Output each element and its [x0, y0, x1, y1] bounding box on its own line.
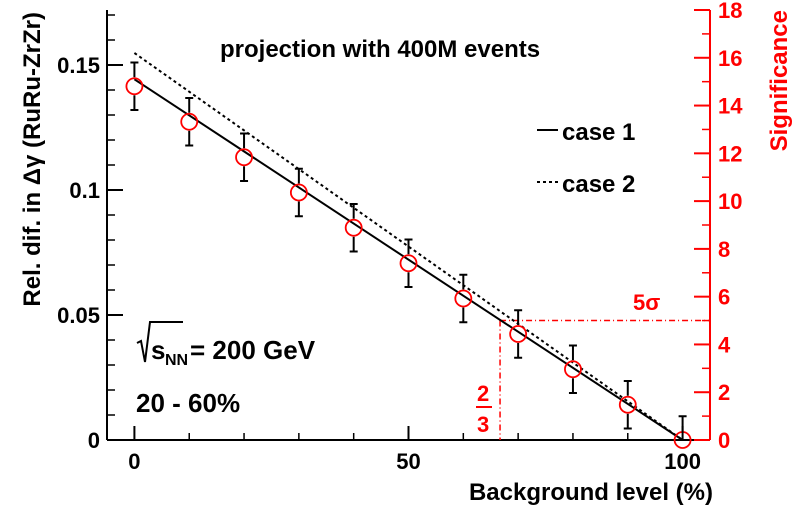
legend-label-case-2: case 2	[562, 171, 635, 198]
left-tick-label-2: 0.1	[69, 178, 100, 203]
plot-frame	[107, 10, 710, 440]
threshold-lines	[500, 321, 710, 440]
fraction-numerator: 2	[477, 381, 489, 406]
left-axis-label: Rel. dif. in Δγ (RuRu-ZrZr)	[19, 12, 46, 307]
right-tick-label-2: 4	[718, 332, 731, 357]
right-axis-label: Significance	[766, 10, 793, 151]
energy-label-value: = 200 GeV	[190, 335, 316, 365]
x-axis-label: Background level (%)	[469, 479, 713, 506]
x-tick-label-2: 100	[664, 449, 701, 474]
left-tick-label-1: 0.05	[57, 303, 100, 328]
right-tick-label-3: 6	[718, 285, 730, 310]
right-tick-label-4: 8	[718, 237, 730, 262]
data-point-8	[565, 361, 581, 377]
centrality-label: 20 - 60%	[136, 388, 240, 418]
left-axis: 0 0.05 0.1 0.15	[57, 15, 123, 453]
data-point-7	[510, 326, 526, 342]
data-point-0	[126, 78, 142, 94]
energy-label-subscript: NN	[165, 352, 188, 369]
x-axis: 0 50 100	[128, 426, 701, 474]
right-axis: 0 2 4 6 8 10 12 14 16 18	[694, 0, 743, 453]
threshold-label: 5σ	[633, 290, 660, 315]
right-tick-label-0: 0	[718, 428, 730, 453]
right-tick-label-7: 14	[718, 94, 743, 119]
left-tick-label-3: 0.15	[57, 53, 100, 78]
right-tick-label-5: 10	[718, 189, 742, 214]
right-tick-label-9: 18	[718, 0, 742, 23]
right-tick-label-1: 2	[718, 380, 730, 405]
left-tick-label-0: 0	[88, 428, 100, 453]
x-tick-label-1: 50	[396, 449, 420, 474]
x-tick-label-0: 0	[128, 449, 140, 474]
right-tick-label-8: 16	[718, 46, 742, 71]
right-tick-label-6: 12	[718, 141, 742, 166]
energy-label-s: s	[151, 335, 165, 365]
plot-title: projection with 400M events	[220, 36, 540, 63]
legend-label-case-1: case 1	[562, 119, 635, 146]
fraction-denominator: 3	[477, 412, 489, 437]
